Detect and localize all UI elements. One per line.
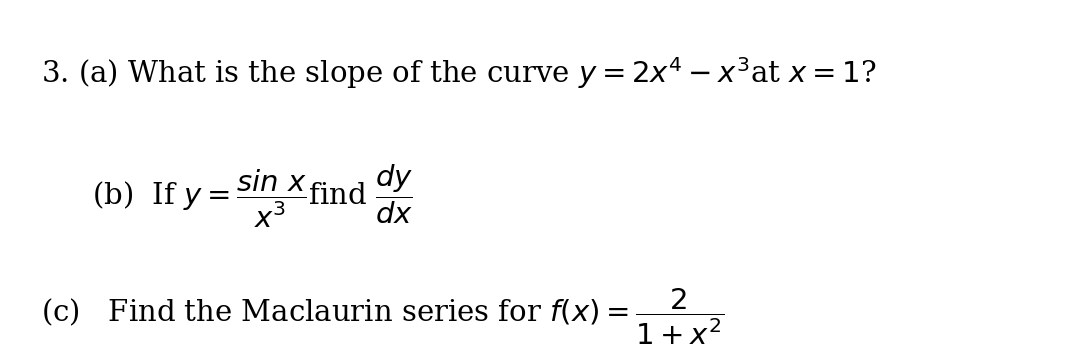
Text: (c)   Find the Maclaurin series for $f(x) = \dfrac{2}{1+x^2}$: (c) Find the Maclaurin series for $f(x) … [41, 287, 724, 347]
Text: 3. (a) What is the slope of the curve $y = 2x^4 - x^3$at $x = 1$?: 3. (a) What is the slope of the curve $y… [41, 55, 876, 91]
Text: (b)  If $y = \dfrac{\mathit{sin\ x}}{x^3}$find $\dfrac{dy}{dx}$: (b) If $y = \dfrac{\mathit{sin\ x}}{x^3}… [92, 163, 413, 230]
